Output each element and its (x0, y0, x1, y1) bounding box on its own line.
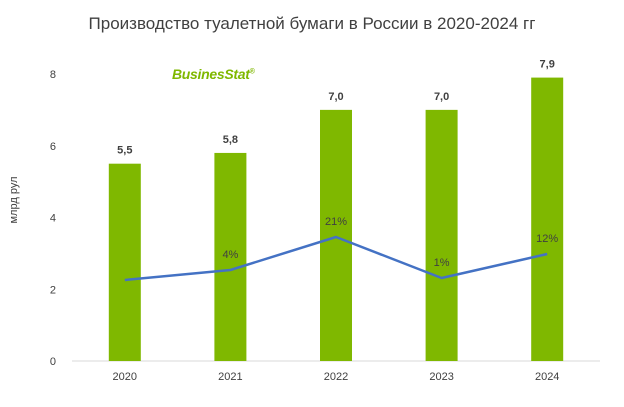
growth-label: 12% (536, 233, 558, 245)
y-tick-label: 6 (50, 141, 56, 153)
bar (425, 109, 458, 361)
businesstat-logo: BusinesStat® (172, 66, 255, 82)
x-tick-label: 2022 (324, 371, 348, 383)
bar-value-label: 7,0 (328, 91, 343, 103)
x-tick-label: 2020 (113, 371, 137, 383)
x-tick-label: 2024 (535, 371, 559, 383)
bars-group (108, 77, 564, 362)
bar-labels-group: 5,5 5,8 7,0 7,0 7,9 (117, 59, 555, 157)
bar-value-label: 5,5 (117, 145, 132, 157)
growth-label: 4% (222, 249, 238, 261)
growth-line-group: 4% 21% 1% 12% (124, 216, 558, 282)
bar (108, 163, 141, 361)
bar (531, 77, 564, 362)
y-tick-label: 4 (50, 213, 56, 225)
growth-line (124, 235, 548, 282)
y-tick-label: 2 (50, 284, 56, 296)
bar (320, 109, 352, 361)
bar-value-label: 7,9 (540, 59, 555, 71)
y-tick-label: 8 (50, 69, 56, 81)
y-axis: 0 2 4 6 8 (50, 69, 56, 368)
y-tick-label: 0 (50, 356, 56, 368)
growth-label: 21% (325, 216, 347, 228)
logo-mark: ® (249, 68, 255, 76)
chart-title: Производство туалетной бумаги в России в… (88, 14, 536, 33)
x-axis: 2020 2021 2022 2023 2024 (113, 371, 560, 383)
bar-value-label: 7,0 (434, 91, 449, 103)
logo-text: BusinesStat (172, 66, 250, 82)
bar-value-label: 5,8 (223, 134, 238, 146)
growth-label: 1% (434, 257, 450, 269)
x-tick-label: 2021 (218, 371, 242, 383)
bar (214, 152, 247, 361)
x-tick-label: 2023 (429, 371, 453, 383)
